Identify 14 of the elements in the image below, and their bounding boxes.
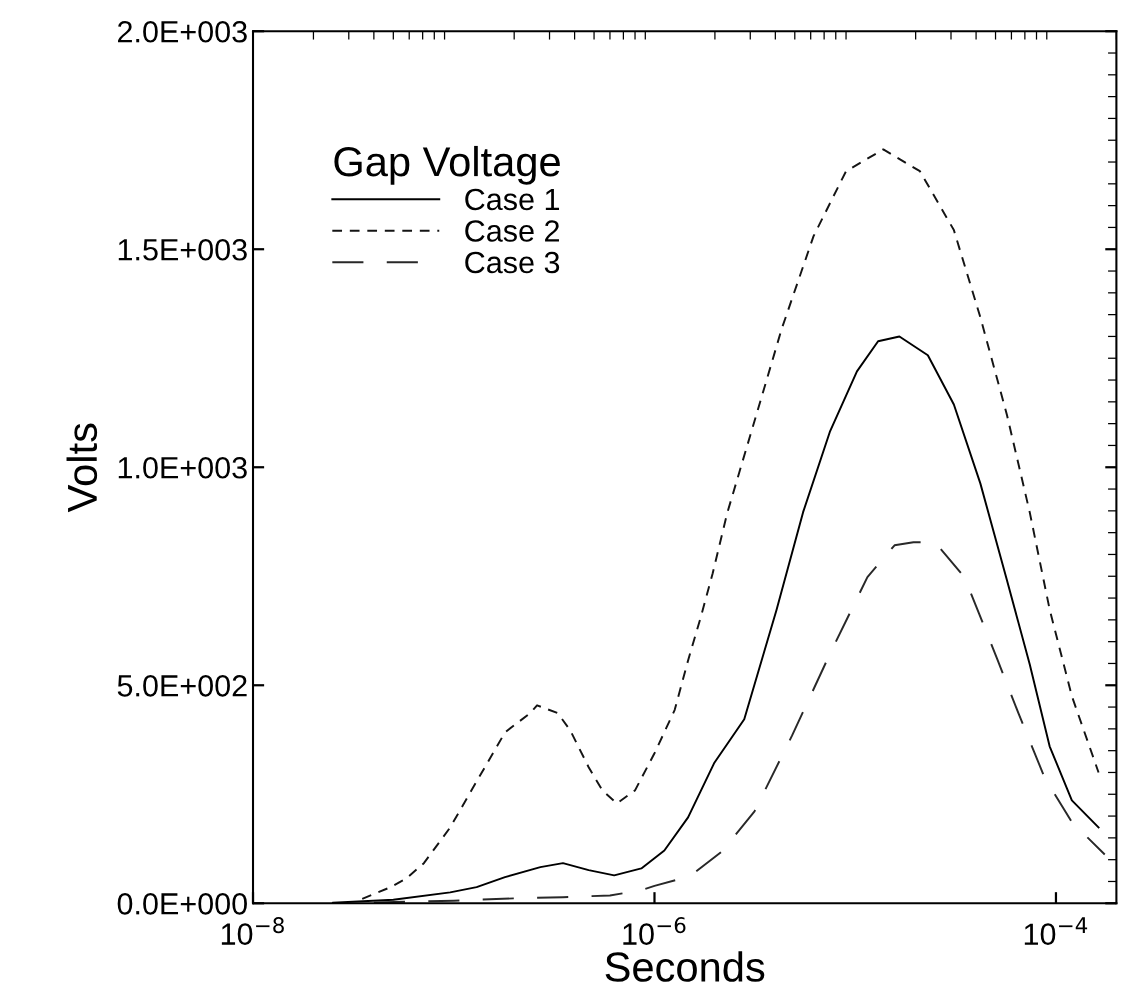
legend-title: Gap Voltage xyxy=(334,145,560,185)
x-tick-label: 10$^{−8}$ xyxy=(221,917,284,945)
y-axis-title: Volts xyxy=(66,423,98,513)
legend-label: Case 1 xyxy=(465,188,560,211)
y-tick-label: 1.5E+003 xyxy=(118,238,247,261)
x-tick-label: 10$^{−6}$ xyxy=(623,917,686,945)
x-tick-label: 10$^{−4}$ xyxy=(1024,917,1088,945)
x-axis-title: Seconds xyxy=(605,951,765,982)
y-tick-label: 5.0E+002 xyxy=(117,675,247,697)
legend-label: Case 2 xyxy=(465,220,559,242)
y-tick-label: 2.0E+003 xyxy=(118,20,247,43)
y-tick-label: 1.0E+003 xyxy=(118,456,247,479)
y-tick-label: 0.0E+000 xyxy=(117,893,247,915)
legend-label: Case 3 xyxy=(465,251,560,274)
